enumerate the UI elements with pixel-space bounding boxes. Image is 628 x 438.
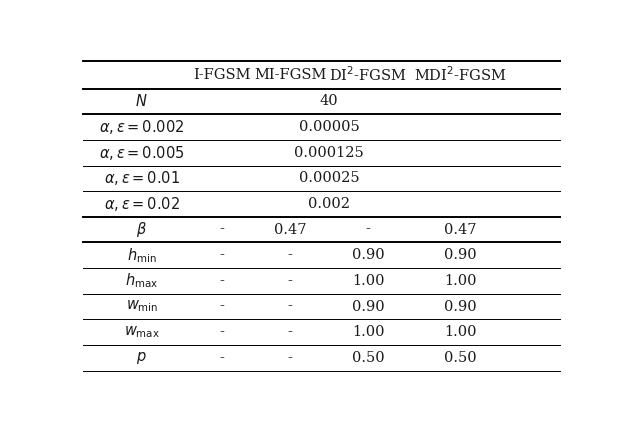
Text: -: - bbox=[288, 325, 293, 339]
Text: 0.00005: 0.00005 bbox=[299, 120, 359, 134]
Text: 0.90: 0.90 bbox=[444, 300, 477, 314]
Text: 0.90: 0.90 bbox=[352, 300, 384, 314]
Text: 0.47: 0.47 bbox=[444, 223, 477, 237]
Text: $h_{\mathrm{min}}$: $h_{\mathrm{min}}$ bbox=[127, 246, 156, 265]
Text: 0.47: 0.47 bbox=[274, 223, 306, 237]
Text: -: - bbox=[220, 248, 225, 262]
Text: MDI$^2$-FGSM: MDI$^2$-FGSM bbox=[414, 65, 507, 84]
Text: $h_{\mathrm{max}}$: $h_{\mathrm{max}}$ bbox=[125, 272, 158, 290]
Text: -: - bbox=[220, 351, 225, 365]
Text: 40: 40 bbox=[320, 95, 338, 109]
Text: 0.00025: 0.00025 bbox=[299, 171, 359, 185]
Text: $\alpha, \epsilon = 0.02$: $\alpha, \epsilon = 0.02$ bbox=[104, 195, 180, 213]
Text: $\alpha, \epsilon = 0.01$: $\alpha, \epsilon = 0.01$ bbox=[104, 170, 180, 187]
Text: $\alpha, \epsilon = 0.005$: $\alpha, \epsilon = 0.005$ bbox=[99, 144, 185, 162]
Text: -: - bbox=[220, 325, 225, 339]
Text: DI$^2$-FGSM: DI$^2$-FGSM bbox=[329, 65, 407, 84]
Text: $\alpha, \epsilon = 0.002$: $\alpha, \epsilon = 0.002$ bbox=[99, 118, 185, 136]
Text: $w_{\mathrm{max}}$: $w_{\mathrm{max}}$ bbox=[124, 324, 160, 340]
Text: 0.90: 0.90 bbox=[352, 248, 384, 262]
Text: -: - bbox=[288, 351, 293, 365]
Text: $\beta$: $\beta$ bbox=[136, 220, 147, 239]
Text: MI-FGSM: MI-FGSM bbox=[254, 68, 327, 82]
Text: $w_{\mathrm{min}}$: $w_{\mathrm{min}}$ bbox=[126, 299, 158, 314]
Text: -: - bbox=[365, 223, 371, 237]
Text: $N$: $N$ bbox=[136, 93, 148, 110]
Text: 1.00: 1.00 bbox=[444, 325, 477, 339]
Text: -: - bbox=[220, 223, 225, 237]
Text: 0.50: 0.50 bbox=[444, 351, 477, 365]
Text: I-FGSM: I-FGSM bbox=[193, 68, 251, 82]
Text: 1.00: 1.00 bbox=[352, 325, 384, 339]
Text: $p$: $p$ bbox=[136, 350, 147, 366]
Text: -: - bbox=[288, 274, 293, 288]
Text: -: - bbox=[220, 300, 225, 314]
Text: 1.00: 1.00 bbox=[352, 274, 384, 288]
Text: 0.50: 0.50 bbox=[352, 351, 384, 365]
Text: 0.002: 0.002 bbox=[308, 197, 350, 211]
Text: -: - bbox=[288, 248, 293, 262]
Text: 1.00: 1.00 bbox=[444, 274, 477, 288]
Text: 0.90: 0.90 bbox=[444, 248, 477, 262]
Text: 0.000125: 0.000125 bbox=[295, 146, 364, 160]
Text: -: - bbox=[288, 300, 293, 314]
Text: -: - bbox=[220, 274, 225, 288]
